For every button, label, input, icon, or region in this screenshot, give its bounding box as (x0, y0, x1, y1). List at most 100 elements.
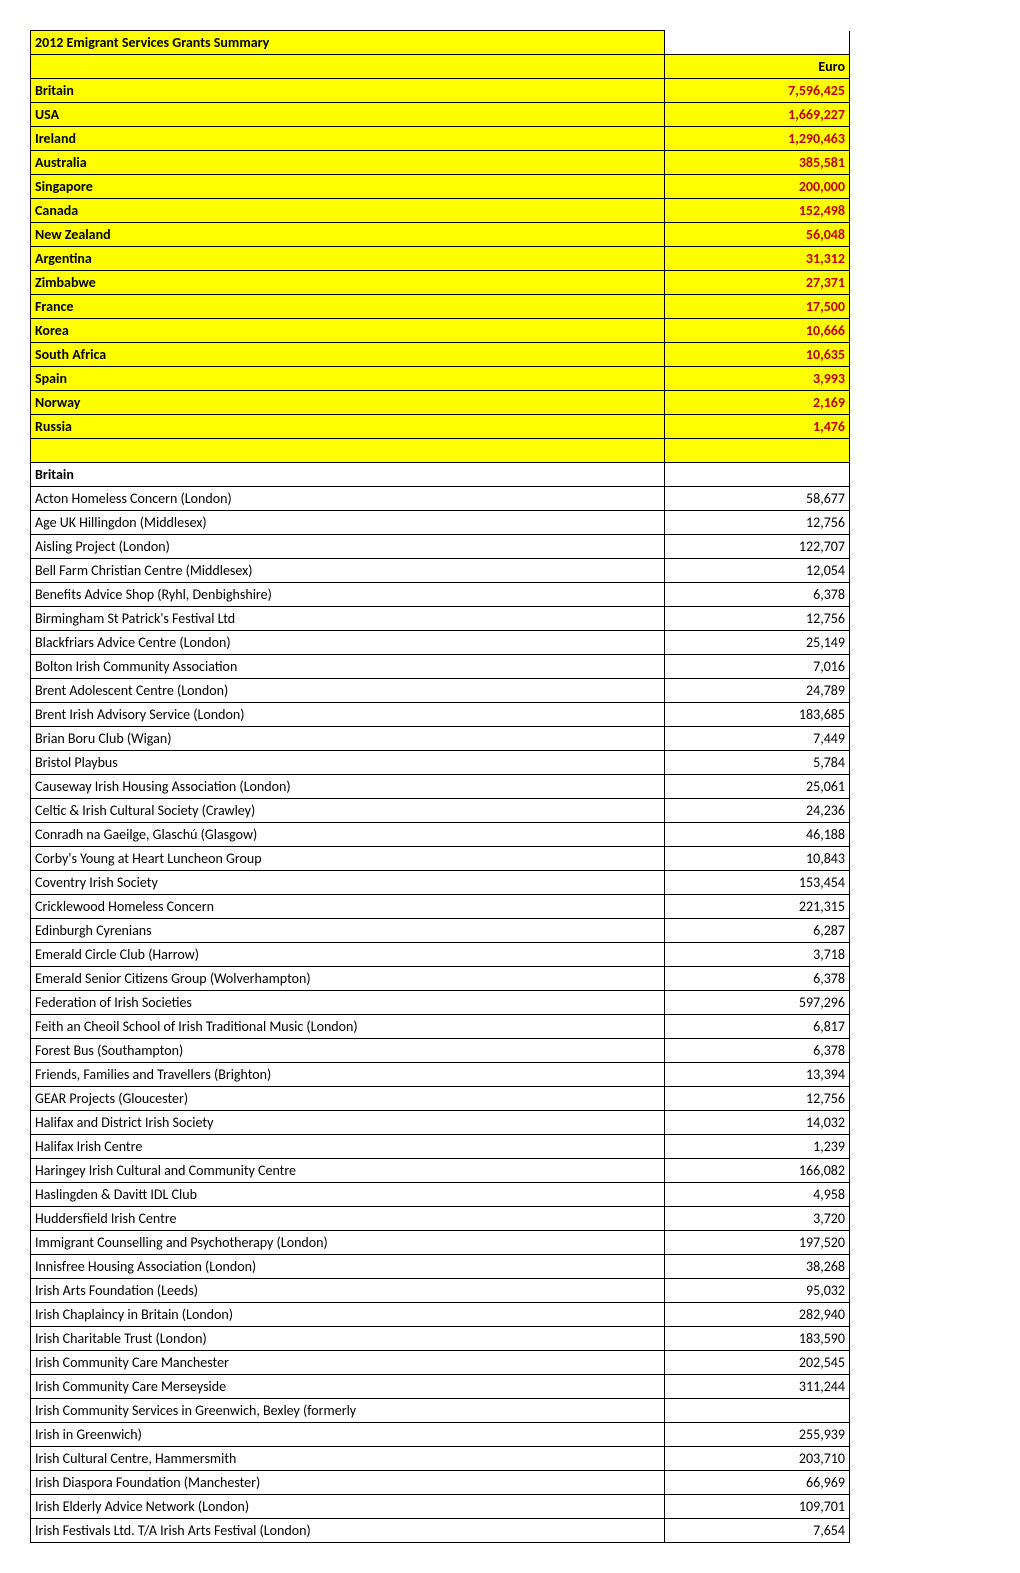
cell-label: Immigrant Counselling and Psychotherapy … (31, 1231, 665, 1255)
cell-label: Brian Boru Club (Wigan) (31, 727, 665, 751)
cell-label: Feith an Cheoil School of Irish Traditio… (31, 1015, 665, 1039)
table-row-detail-32: Innisfree Housing Association (London)38… (31, 1255, 850, 1279)
cell-value: 1,476 (664, 415, 849, 439)
cell-label: Friends, Families and Travellers (Bright… (31, 1063, 665, 1087)
cell-value: Euro (664, 55, 849, 79)
cell-value: 27,371 (664, 271, 849, 295)
cell-label: Irish Diaspora Foundation (Manchester) (31, 1471, 665, 1495)
table-row-detail-16: Coventry Irish Society153,454 (31, 871, 850, 895)
table-row-detail-14: Conradh na Gaeilge, Glaschú (Glasgow)46,… (31, 823, 850, 847)
table-row-detail-35: Irish Charitable Trust (London)183,590 (31, 1327, 850, 1351)
cell-value: 200,000 (664, 175, 849, 199)
table-row-detail-26: Halifax and District Irish Society14,032 (31, 1111, 850, 1135)
cell-value: 153,454 (664, 871, 849, 895)
cell-value: 58,677 (664, 487, 849, 511)
cell-value (664, 1399, 849, 1423)
cell-value: 166,082 (664, 1159, 849, 1183)
table-row-detail-31: Immigrant Counselling and Psychotherapy … (31, 1231, 850, 1255)
table-row-detail-3: Bell Farm Christian Centre (Middlesex)12… (31, 559, 850, 583)
table-row-summary-8: Zimbabwe27,371 (31, 271, 850, 295)
cell-value: 56,048 (664, 223, 849, 247)
cell-label: Irish Chaplaincy in Britain (London) (31, 1303, 665, 1327)
table-row-section-header: Britain (31, 463, 850, 487)
cell-value: 6,817 (664, 1015, 849, 1039)
cell-value: 25,061 (664, 775, 849, 799)
cell-label: Bell Farm Christian Centre (Middlesex) (31, 559, 665, 583)
cell-value: 46,188 (664, 823, 849, 847)
table-row-detail-0: Acton Homeless Concern (London)58,677 (31, 487, 850, 511)
cell-label: Causeway Irish Housing Association (Lond… (31, 775, 665, 799)
cell-value: 10,843 (664, 847, 849, 871)
cell-label: Irish Arts Foundation (Leeds) (31, 1279, 665, 1303)
table-row-detail-13: Celtic & Irish Cultural Society (Crawley… (31, 799, 850, 823)
cell-value: 1,669,227 (664, 103, 849, 127)
cell-label: Haslingden & Davitt IDL Club (31, 1183, 665, 1207)
cell-label: Irish Cultural Centre, Hammersmith (31, 1447, 665, 1471)
cell-value (664, 463, 849, 487)
cell-value: 152,498 (664, 199, 849, 223)
table-row-detail-4: Benefits Advice Shop (Ryhl, Denbighshire… (31, 583, 850, 607)
cell-value: 3,720 (664, 1207, 849, 1231)
table-row-summary-5: Canada152,498 (31, 199, 850, 223)
cell-label: Aisling Project (London) (31, 535, 665, 559)
table-row-summary-9: France17,500 (31, 295, 850, 319)
table-row-detail-36: Irish Community Care Manchester202,545 (31, 1351, 850, 1375)
cell-value: 282,940 (664, 1303, 849, 1327)
table-row-detail-12: Causeway Irish Housing Association (Lond… (31, 775, 850, 799)
cell-label: Age UK Hillingdon (Middlesex) (31, 511, 665, 535)
cell-value: 6,378 (664, 1039, 849, 1063)
cell-label: USA (31, 103, 665, 127)
table-row-currency-header: Euro (31, 55, 850, 79)
table-row-detail-28: Haringey Irish Cultural and Community Ce… (31, 1159, 850, 1183)
table-row-detail-7: Bolton Irish Community Association7,016 (31, 655, 850, 679)
table-row-detail-39: Irish in Greenwich)255,939 (31, 1423, 850, 1447)
cell-value: 202,545 (664, 1351, 849, 1375)
table-row-detail-20: Emerald Senior Citizens Group (Wolverham… (31, 967, 850, 991)
table-row-detail-33: Irish Arts Foundation (Leeds)95,032 (31, 1279, 850, 1303)
cell-label: Brent Irish Advisory Service (London) (31, 703, 665, 727)
cell-label: Singapore (31, 175, 665, 199)
cell-value: 10,635 (664, 343, 849, 367)
cell-value: 7,596,425 (664, 79, 849, 103)
cell-value: 5,784 (664, 751, 849, 775)
cell-value: 24,789 (664, 679, 849, 703)
cell-value: 3,993 (664, 367, 849, 391)
table-row-title: 2012 Emigrant Services Grants Summary (31, 31, 850, 55)
cell-label: Brent Adolescent Centre (London) (31, 679, 665, 703)
table-row-detail-6: Blackfriars Advice Centre (London)25,149 (31, 631, 850, 655)
cell-label: Irish in Greenwich) (31, 1423, 665, 1447)
cell-label: Bolton Irish Community Association (31, 655, 665, 679)
cell-value: 95,032 (664, 1279, 849, 1303)
cell-value: 12,756 (664, 607, 849, 631)
table-row-summary-3: Australia385,581 (31, 151, 850, 175)
cell-value: 7,654 (664, 1519, 849, 1543)
cell-value: 13,394 (664, 1063, 849, 1087)
table-row-detail-27: Halifax Irish Centre1,239 (31, 1135, 850, 1159)
cell-value: 385,581 (664, 151, 849, 175)
cell-label: New Zealand (31, 223, 665, 247)
cell-label: Blackfriars Advice Centre (London) (31, 631, 665, 655)
table-row-summary-14: Russia1,476 (31, 415, 850, 439)
cell-label: Irish Community Care Manchester (31, 1351, 665, 1375)
table-row-summary-2: Ireland1,290,463 (31, 127, 850, 151)
cell-label: GEAR Projects (Gloucester) (31, 1087, 665, 1111)
cell-value: 12,756 (664, 1087, 849, 1111)
cell-label: Benefits Advice Shop (Ryhl, Denbighshire… (31, 583, 665, 607)
cell-value: 17,500 (664, 295, 849, 319)
table-row-summary-11: South Africa10,635 (31, 343, 850, 367)
table-row-detail-24: Friends, Families and Travellers (Bright… (31, 1063, 850, 1087)
cell-value: 1,290,463 (664, 127, 849, 151)
cell-label: Celtic & Irish Cultural Society (Crawley… (31, 799, 665, 823)
cell-label: Korea (31, 319, 665, 343)
table-row-blank (31, 439, 850, 463)
cell-label: Britain (31, 79, 665, 103)
table-row-detail-21: Federation of Irish Societies597,296 (31, 991, 850, 1015)
cell-value: 6,287 (664, 919, 849, 943)
cell-label: Halifax Irish Centre (31, 1135, 665, 1159)
cell-value: 122,707 (664, 535, 849, 559)
cell-value (664, 31, 849, 55)
cell-label: Irish Charitable Trust (London) (31, 1327, 665, 1351)
cell-value: 109,701 (664, 1495, 849, 1519)
cell-label (31, 439, 665, 463)
table-row-detail-38: Irish Community Services in Greenwich, B… (31, 1399, 850, 1423)
